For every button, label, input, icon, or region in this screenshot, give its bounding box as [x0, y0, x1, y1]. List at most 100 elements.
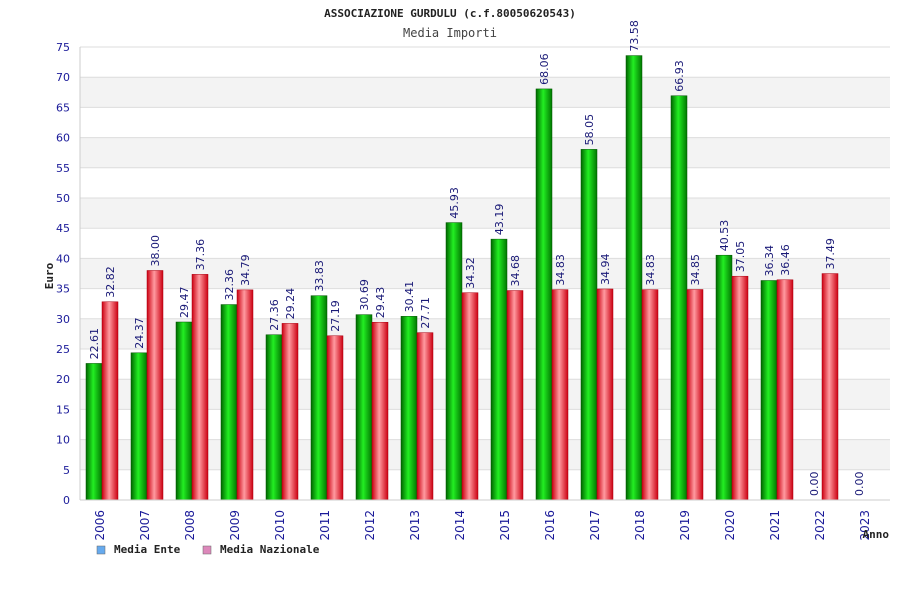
value-label: 34.32 [464, 257, 477, 289]
y-tick-label: 70 [56, 71, 70, 84]
value-label: 34.83 [554, 254, 567, 286]
value-label: 32.36 [223, 269, 236, 301]
y-axis-ticks: 0 5 10 15 20 25 30 35 40 45 50 55 60 65 70 75 [56, 41, 70, 507]
x-tick-label: 2017 [588, 510, 602, 541]
bars [85, 55, 839, 501]
bar-media-nazionale-2012 [371, 321, 389, 501]
value-label: 36.46 [779, 244, 792, 276]
x-tick-label: 2023 [858, 510, 872, 541]
bar-media-ente-2019 [670, 95, 688, 501]
bar-media-ente-2008 [175, 321, 193, 501]
x-tick-label: 2015 [498, 510, 512, 541]
value-label: 0.00 [853, 472, 866, 497]
grid-band [80, 469, 890, 500]
grid-band [80, 379, 890, 410]
grid-band [80, 198, 890, 229]
grid-band [80, 47, 890, 78]
chart-subtitle: Media Importi [403, 26, 497, 40]
grid-band [80, 409, 890, 440]
value-label: 27.36 [268, 299, 281, 331]
x-tick-label: 2007 [138, 510, 152, 541]
x-tick-label: 2016 [543, 510, 557, 541]
bar-media-ente-2012 [355, 314, 373, 501]
bar-media-nazionale-2019 [686, 289, 704, 501]
grid-band [80, 137, 890, 168]
y-tick-label: 20 [56, 373, 70, 386]
value-label: 34.83 [644, 254, 657, 286]
y-tick-label: 15 [56, 403, 70, 416]
bar-media-nazionale-2008 [191, 274, 209, 501]
value-label: 29.43 [374, 287, 387, 319]
bar-media-nazionale-2021 [776, 279, 794, 501]
bar-media-nazionale-2011 [326, 335, 344, 501]
bar-media-nazionale-2015 [506, 290, 524, 501]
value-label: 29.47 [178, 287, 191, 319]
bar-media-ente-2007 [130, 352, 148, 501]
bar-media-ente-2021 [760, 280, 778, 501]
value-label: 33.83 [313, 260, 326, 292]
value-label: 37.49 [824, 238, 837, 270]
value-label: 27.71 [419, 297, 432, 329]
bar-media-nazionale-2010 [281, 323, 299, 501]
value-label: 0.00 [808, 472, 821, 497]
legend-swatch-media-nazionale [202, 545, 212, 555]
bar-media-ente-2006 [85, 363, 103, 501]
x-tick-label: 2014 [453, 510, 467, 541]
bar-media-ente-2018 [625, 55, 643, 501]
bar-media-nazionale-2014 [461, 292, 479, 501]
value-label: 37.05 [734, 241, 747, 273]
bar-media-ente-2016 [535, 88, 553, 501]
y-tick-label: 60 [56, 132, 70, 145]
value-label: 38.00 [149, 235, 162, 267]
x-tick-label: 2010 [273, 510, 287, 541]
bar-media-nazionale-2007 [146, 270, 164, 501]
value-label: 73.58 [628, 20, 641, 52]
legend-swatch-media-ente [96, 545, 106, 555]
bar-media-ente-2020 [715, 254, 733, 501]
y-tick-label: 65 [56, 101, 70, 114]
value-label: 45.93 [448, 187, 461, 219]
grid-band [80, 349, 890, 380]
bar-media-nazionale-2017 [596, 288, 614, 501]
value-labels: 22.61 32.82 24.37 38.00 29.47 37.36 32.36 34.79… [88, 20, 866, 496]
bar-media-nazionale-2009 [236, 289, 254, 501]
value-label: 22.61 [88, 328, 101, 360]
value-label: 34.79 [239, 254, 252, 286]
bar-media-nazionale-2013 [416, 332, 434, 501]
x-tick-label: 2013 [408, 510, 422, 541]
x-axis-ticks: 2006 2007 2008 2009 2010 2011 2012 2013 2014 2015… [93, 510, 872, 541]
value-label: 43.19 [493, 204, 506, 236]
y-tick-label: 0 [63, 494, 70, 507]
x-tick-label: 2011 [318, 510, 332, 541]
value-label: 34.94 [599, 253, 612, 285]
value-label: 40.53 [718, 220, 731, 252]
y-axis-label: Euro [43, 262, 56, 289]
value-label: 68.06 [538, 53, 551, 85]
grid-band [80, 439, 890, 470]
x-axis-label: Anno [863, 528, 890, 541]
grid-bands [80, 47, 890, 500]
value-label: 30.41 [403, 281, 416, 313]
grid-band [80, 107, 890, 138]
bar-media-ente-2017 [580, 149, 598, 501]
legend-label-media-ente: Media Ente [114, 543, 181, 556]
x-tick-label: 2012 [363, 510, 377, 541]
x-tick-label: 2008 [183, 510, 197, 541]
grid-band [80, 77, 890, 108]
x-tick-label: 2019 [678, 510, 692, 541]
y-tick-label: 75 [56, 41, 70, 54]
bar-media-ente-2009 [220, 304, 238, 501]
bar-media-nazionale-2018 [641, 289, 659, 501]
y-tick-label: 10 [56, 434, 70, 447]
bar-media-nazionale-2016 [551, 289, 569, 501]
value-label: 37.36 [194, 239, 207, 271]
value-label: 66.93 [673, 60, 686, 92]
value-label: 32.82 [104, 266, 117, 298]
bar-media-ente-2011 [310, 295, 328, 501]
x-tick-label: 2022 [813, 510, 827, 541]
bar-media-ente-2010 [265, 334, 283, 501]
bar-media-nazionale-2006 [101, 301, 119, 501]
x-tick-label: 2009 [228, 510, 242, 541]
legend-label-media-nazionale: Media Nazionale [220, 543, 320, 556]
